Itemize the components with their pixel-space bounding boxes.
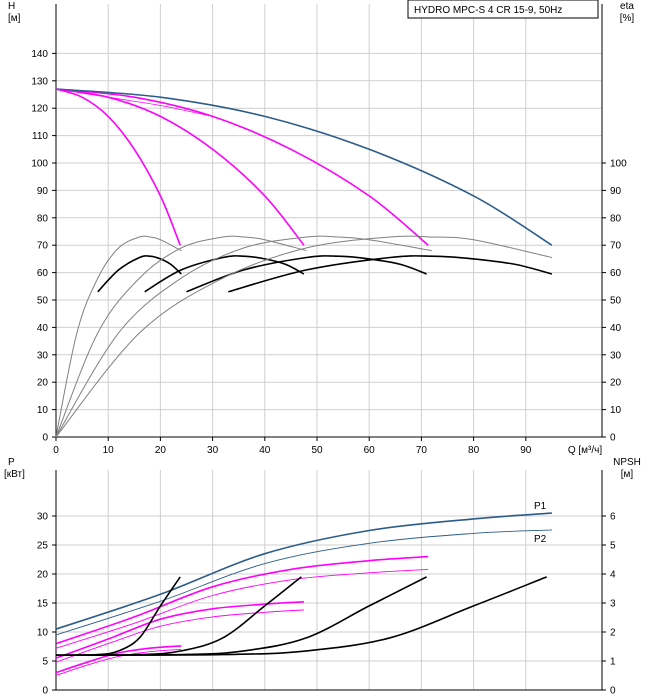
y-tick-label-left: 50 bbox=[37, 296, 49, 307]
y-tick-label-left: 40 bbox=[37, 323, 49, 334]
series-line bbox=[186, 255, 427, 293]
series-line bbox=[55, 529, 552, 636]
series-line bbox=[228, 255, 553, 293]
series-line bbox=[55, 88, 213, 117]
y-tick-label-right: 30 bbox=[610, 350, 622, 361]
y-tick-label-left: 90 bbox=[37, 186, 49, 197]
x-tick-label: 80 bbox=[468, 445, 480, 456]
series-line bbox=[55, 609, 304, 663]
x-tick-label: 90 bbox=[520, 445, 532, 456]
x-tick-label: 70 bbox=[416, 445, 428, 456]
series-line bbox=[55, 576, 181, 656]
y-tick-label-left: 140 bbox=[31, 49, 48, 60]
p-tick-label: 25 bbox=[37, 541, 49, 552]
p-tick-label: 20 bbox=[37, 570, 49, 581]
y-tick-label-right: 0 bbox=[610, 433, 616, 444]
series-line bbox=[55, 88, 181, 246]
y-tick-label-right: 20 bbox=[610, 378, 622, 389]
y-tick-label-right: 60 bbox=[610, 268, 622, 279]
y-tick-label-right: 70 bbox=[610, 241, 622, 252]
npsh-tick-label: 4 bbox=[610, 570, 616, 581]
x-tick-label: 20 bbox=[155, 445, 167, 456]
chart-title: HYDRO MPC-S 4 CR 15-9, 50Hz bbox=[414, 5, 562, 16]
y-tick-label-left: 70 bbox=[37, 241, 49, 252]
series-line bbox=[55, 235, 182, 438]
y-tick-label-left: 10 bbox=[37, 405, 49, 416]
series-line bbox=[97, 255, 182, 293]
x-tick-label: 0 bbox=[53, 445, 59, 456]
p-tick-label: 10 bbox=[37, 628, 49, 639]
npsh-tick-label: 2 bbox=[610, 628, 616, 639]
series-line bbox=[55, 555, 429, 645]
p-tick-label: 0 bbox=[42, 686, 48, 697]
y-tick-label-left: 80 bbox=[37, 213, 49, 224]
npsh-tick-label: 3 bbox=[610, 599, 616, 610]
series-line bbox=[55, 568, 429, 649]
y-tick-label-right: 90 bbox=[610, 186, 622, 197]
series-line bbox=[55, 235, 553, 438]
y-tick-label-left: 30 bbox=[37, 350, 49, 361]
y-tick-label-right: 100 bbox=[610, 159, 627, 170]
series-line bbox=[55, 512, 552, 630]
y-tick-label-right: 50 bbox=[610, 296, 622, 307]
p-tick-label: 15 bbox=[37, 599, 49, 610]
y-tick-label-left: 130 bbox=[31, 76, 48, 87]
npsh-tick-label: 0 bbox=[610, 686, 616, 697]
y-tick-label-left: 0 bbox=[42, 433, 48, 444]
y-axis-unit-right: [%] bbox=[620, 13, 635, 24]
x-tick-label: 40 bbox=[259, 445, 271, 456]
y-axis-label-right: eta bbox=[620, 1, 634, 12]
npsh-tick-label: 5 bbox=[610, 541, 616, 552]
x-tick-label: 50 bbox=[311, 445, 323, 456]
y-axis-unit-left: [м] bbox=[8, 13, 21, 24]
x-tick-label: 10 bbox=[103, 445, 115, 456]
p-axis-unit: [кВт] bbox=[4, 469, 25, 480]
series-label-p1: P1 bbox=[534, 501, 547, 512]
npsh-axis-label: NPSH bbox=[613, 457, 641, 468]
npsh-axis-unit: [м] bbox=[621, 469, 634, 480]
series-line bbox=[55, 601, 304, 659]
y-tick-label-left: 100 bbox=[31, 159, 48, 170]
p-axis-label: P bbox=[8, 457, 15, 468]
p-tick-label: 30 bbox=[37, 512, 49, 523]
title-box bbox=[407, 0, 599, 19]
y-tick-label-right: 40 bbox=[610, 323, 622, 334]
series-line bbox=[55, 235, 432, 438]
p-tick-label: 5 bbox=[42, 657, 48, 668]
series-line bbox=[55, 88, 429, 246]
npsh-tick-label: 1 bbox=[610, 657, 616, 668]
x-tick-label: 60 bbox=[364, 445, 376, 456]
y-tick-label-right: 10 bbox=[610, 405, 622, 416]
series-line bbox=[55, 576, 547, 656]
x-tick-label: 30 bbox=[207, 445, 219, 456]
npsh-tick-label: 6 bbox=[610, 512, 616, 523]
series-line bbox=[55, 235, 307, 438]
series-line bbox=[55, 645, 182, 674]
y-tick-label-right: 80 bbox=[610, 213, 622, 224]
y-axis-label-left: H bbox=[8, 1, 15, 12]
series-line bbox=[55, 648, 182, 676]
series-line bbox=[144, 255, 305, 293]
series-line bbox=[55, 88, 305, 246]
y-tick-label-left: 60 bbox=[37, 268, 49, 279]
y-tick-label-left: 120 bbox=[31, 104, 48, 115]
y-tick-label-left: 110 bbox=[32, 131, 48, 142]
series-line bbox=[55, 88, 553, 246]
x-axis-label: Q [м³/ч] bbox=[568, 445, 603, 456]
series-label-p2: P2 bbox=[534, 534, 547, 545]
y-tick-label-left: 20 bbox=[37, 378, 49, 389]
